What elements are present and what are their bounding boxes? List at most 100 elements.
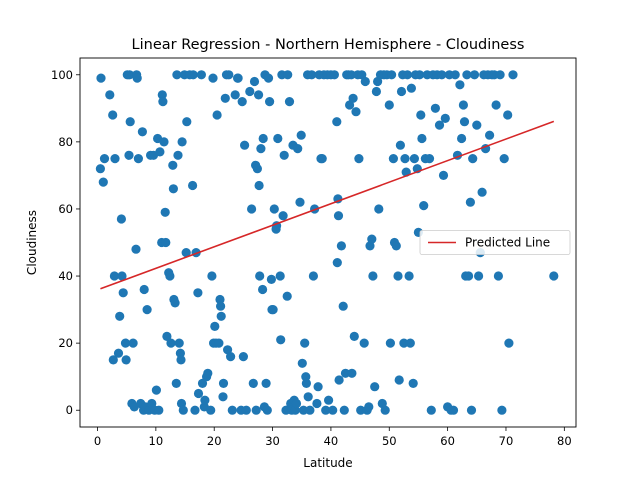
- data-point: [275, 271, 285, 281]
- data-point: [293, 144, 303, 154]
- data-point: [196, 70, 206, 80]
- y-tick-label: 20: [58, 336, 73, 350]
- data-point: [426, 405, 436, 415]
- data-point: [417, 133, 427, 144]
- data-point: [109, 271, 119, 281]
- data-point: [214, 338, 224, 348]
- data-point: [207, 271, 217, 281]
- data-point: [469, 70, 480, 80]
- x-tick-label: 40: [324, 434, 339, 448]
- data-point: [258, 133, 268, 144]
- data-point: [193, 288, 203, 298]
- data-point: [388, 154, 398, 164]
- data-point: [333, 211, 344, 221]
- data-point: [416, 110, 426, 120]
- data-point: [261, 378, 271, 388]
- data-point: [297, 358, 307, 368]
- data-point: [313, 382, 323, 392]
- data-point: [384, 100, 394, 110]
- data-point: [262, 405, 272, 415]
- data-point: [133, 154, 143, 164]
- data-point: [282, 291, 292, 301]
- regression-line: [100, 120, 555, 290]
- data-point: [468, 154, 478, 164]
- data-point: [458, 100, 468, 110]
- data-point: [268, 305, 278, 315]
- data-point: [328, 405, 338, 415]
- data-point: [321, 405, 331, 415]
- data-point: [139, 284, 149, 295]
- data-point: [405, 338, 415, 348]
- data-point: [155, 147, 165, 157]
- data-point: [171, 378, 181, 388]
- data-point: [265, 97, 275, 107]
- data-point: [549, 271, 559, 281]
- chart-title: Linear Regression - Northern Hemisphere …: [132, 37, 525, 53]
- data-point: [240, 140, 250, 150]
- data-point: [393, 271, 403, 281]
- data-point: [190, 405, 200, 415]
- data-point: [108, 355, 118, 365]
- data-point: [252, 164, 262, 174]
- data-point: [332, 258, 342, 268]
- data-point: [485, 130, 495, 140]
- data-point: [117, 271, 127, 281]
- data-point: [395, 140, 405, 150]
- scatter-points: [95, 70, 559, 415]
- data-point: [162, 331, 172, 341]
- x-tick-label: 80: [557, 434, 572, 448]
- data-point: [269, 204, 279, 214]
- data-point: [508, 70, 518, 80]
- data-point: [218, 378, 229, 388]
- data-point: [450, 70, 460, 80]
- data-point: [295, 197, 305, 207]
- data-point: [230, 90, 240, 100]
- data-point: [402, 70, 412, 80]
- x-tick-label: 0: [94, 434, 101, 448]
- data-point: [438, 170, 449, 180]
- data-point: [394, 375, 404, 385]
- data-point: [359, 338, 369, 348]
- data-point: [154, 405, 164, 415]
- data-point: [279, 150, 289, 160]
- data-point: [387, 70, 397, 80]
- data-point: [128, 338, 138, 348]
- data-point: [396, 86, 407, 97]
- data-point: [364, 402, 374, 412]
- data-point: [226, 352, 236, 362]
- x-tick-label: 30: [265, 434, 280, 448]
- data-point: [339, 405, 349, 415]
- data-point: [430, 103, 440, 113]
- data-point: [360, 76, 370, 87]
- data-point: [284, 97, 295, 107]
- data-point: [400, 154, 410, 164]
- data-point: [105, 90, 115, 100]
- y-axis: 0 20 40 60 80 100: [51, 68, 80, 417]
- y-tick-label: 100: [51, 68, 73, 82]
- data-point: [312, 398, 322, 409]
- data-point: [385, 338, 395, 348]
- data-point: [170, 298, 180, 308]
- legend-label: Predicted Line: [465, 236, 550, 250]
- plot-area-frame: [79, 57, 577, 428]
- data-point: [177, 137, 187, 147]
- data-point: [227, 405, 237, 415]
- data-point: [329, 70, 339, 80]
- data-point: [367, 234, 377, 244]
- data-point: [206, 405, 216, 415]
- data-point: [503, 110, 513, 120]
- data-point: [399, 338, 409, 348]
- data-point: [349, 331, 359, 341]
- x-tick-label: 10: [149, 434, 164, 448]
- data-point: [380, 405, 390, 415]
- data-point: [457, 133, 467, 144]
- data-point: [248, 378, 258, 388]
- data-point: [278, 211, 288, 221]
- data-point: [332, 117, 342, 127]
- data-point: [131, 244, 141, 254]
- data-point: [266, 274, 276, 284]
- x-tick-label: 70: [499, 434, 514, 448]
- x-axis: 0 10 20 30 40 50 60 70 80: [94, 427, 572, 448]
- data-point: [409, 154, 419, 164]
